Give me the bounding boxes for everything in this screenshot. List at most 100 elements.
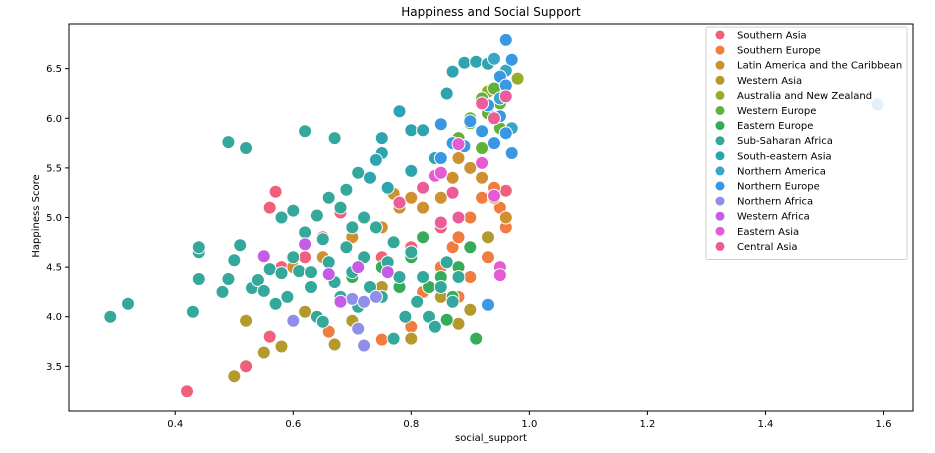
y-axis: 3.5 4.0 4.5 5.0 5.5 6.0 6.5 (46, 64, 69, 373)
data-point (451, 210, 466, 225)
legend-label: Eastern Asia (737, 227, 799, 238)
data-point (274, 266, 289, 281)
legend-label: South-eastern Asia (737, 151, 832, 162)
data-point (475, 96, 490, 111)
data-point (416, 230, 431, 245)
legend-marker (715, 106, 725, 115)
data-point (339, 182, 354, 197)
x-axis: 0.4 0.6 0.8 1.0 1.2 1.4 1.6 (167, 411, 891, 430)
data-point (191, 272, 206, 286)
data-point (327, 337, 342, 352)
data-point (357, 210, 372, 225)
x-tick-label: 1.4 (757, 419, 773, 430)
data-point (487, 111, 501, 126)
legend-marker (715, 45, 725, 55)
data-point (286, 250, 301, 265)
data-point (333, 294, 348, 309)
data-point (410, 294, 425, 309)
x-tick-label: 0.8 (403, 419, 419, 430)
data-point (304, 280, 318, 294)
data-point (274, 210, 289, 225)
data-point (262, 200, 277, 215)
data-point (433, 151, 448, 165)
legend-label: Western Asia (737, 76, 802, 87)
data-point (404, 163, 419, 178)
data-point (268, 296, 283, 311)
data-point (298, 225, 313, 240)
data-point (239, 313, 254, 328)
data-point (286, 313, 301, 328)
data-point (185, 304, 200, 319)
data-point (374, 332, 389, 347)
data-point (498, 126, 513, 141)
data-point (357, 338, 372, 353)
data-point (487, 188, 501, 203)
data-point (451, 137, 466, 152)
data-point (221, 135, 236, 150)
data-point (498, 183, 513, 198)
data-point (368, 220, 383, 235)
data-point (274, 339, 289, 354)
data-point (404, 123, 419, 138)
data-point (439, 255, 454, 270)
x-tick-label: 1.0 (521, 419, 537, 430)
data-point (433, 215, 448, 230)
legend-label: Northern Africa (737, 197, 813, 208)
data-point (221, 272, 236, 286)
data-point (469, 54, 484, 69)
data-point (321, 255, 336, 270)
data-point (315, 232, 330, 247)
data-point (363, 170, 377, 185)
data-point (498, 89, 513, 104)
data-point (510, 71, 525, 86)
data-point (298, 304, 313, 319)
data-point (386, 235, 401, 250)
legend-label: Southern Europe (737, 46, 821, 57)
legend-marker (715, 136, 725, 146)
data-point (451, 270, 466, 284)
x-axis-label: social_support (455, 433, 527, 444)
data-point (351, 321, 366, 336)
legend-label: Western Africa (737, 212, 810, 223)
y-axis-label: Happiness Score (31, 174, 42, 257)
data-point (327, 131, 342, 146)
data-point (475, 141, 490, 155)
data-point (463, 210, 478, 225)
data-point (227, 253, 242, 268)
legend-marker (715, 75, 725, 85)
data-point (475, 170, 490, 185)
data-point (286, 203, 301, 218)
data-point (380, 265, 395, 280)
legend-marker (715, 211, 725, 221)
data-point (191, 240, 206, 255)
y-tick-label: 6.5 (46, 64, 62, 75)
data-point (416, 123, 431, 138)
data-point (433, 280, 448, 294)
data-point (374, 131, 389, 146)
legend-label: Eastern Europe (737, 121, 813, 132)
legend-marker (715, 226, 725, 236)
y-tick-label: 4.5 (46, 263, 62, 274)
data-point (315, 314, 330, 329)
legend-marker (715, 90, 725, 100)
y-tick-label: 3.5 (46, 362, 62, 373)
data-point (463, 302, 478, 317)
legend-marker (715, 196, 725, 206)
y-tick-label: 5.0 (46, 213, 62, 224)
data-point (268, 184, 283, 199)
legend-label: Central Asia (737, 242, 798, 253)
points-layer (103, 32, 885, 399)
data-point (333, 200, 348, 215)
legend-label: Sub-Saharan Africa (737, 136, 833, 147)
data-point (498, 210, 513, 225)
data-point (404, 190, 419, 205)
legend-marker (715, 30, 725, 40)
data-point (292, 264, 307, 279)
data-point (239, 359, 254, 374)
data-point (463, 240, 478, 255)
data-point (368, 152, 383, 167)
data-point (256, 283, 271, 298)
legend-marker (715, 60, 725, 70)
data-point (463, 114, 478, 129)
